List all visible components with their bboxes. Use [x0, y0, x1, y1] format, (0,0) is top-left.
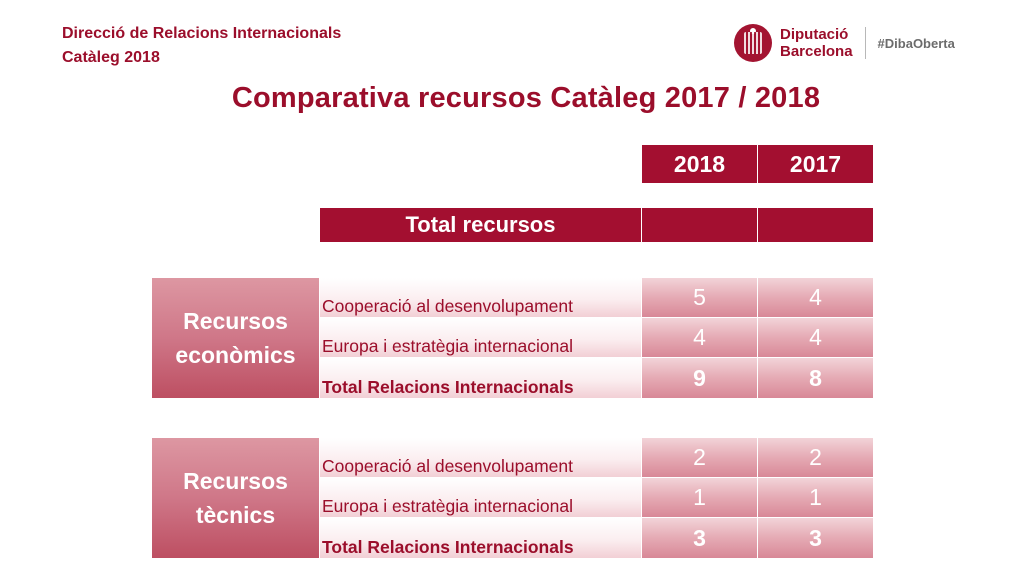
- department-name: Direcció de Relacions Internacionals: [62, 25, 342, 42]
- seal-icon: [734, 24, 772, 62]
- value-2018-total: 9: [642, 358, 757, 398]
- value-2018-total: 3: [642, 518, 757, 558]
- value-2017: 2: [758, 438, 873, 477]
- value-2018: 5: [642, 278, 757, 317]
- page-title: Comparativa recursos Catàleg 2017 / 2018: [231, 82, 821, 114]
- value-2018: 4: [642, 318, 757, 357]
- row-label: Europa i estratègia internacional: [320, 478, 641, 517]
- value-2017: 4: [758, 318, 873, 357]
- total-recursos-label: Total recursos: [320, 208, 641, 242]
- header-text: Direcció de Relacions Internacionals Cat…: [62, 22, 341, 70]
- section-recursos-economics: Recursos econòmics: [152, 278, 319, 398]
- row-label: Europa i estratègia internacional: [320, 318, 641, 357]
- section-recursos-tecnics: Recursos tècnics: [152, 438, 319, 558]
- year-header-2018: 2018: [642, 145, 757, 183]
- catalog-name: Catàleg 2018: [62, 49, 160, 66]
- value-2017-total: 3: [758, 518, 873, 558]
- value-2017: 1: [758, 478, 873, 517]
- hashtag: #DibaOberta: [877, 35, 955, 51]
- total-recursos-2018: [642, 208, 757, 242]
- value-2017-total: 8: [758, 358, 873, 398]
- logo-divider: [864, 27, 866, 59]
- year-header-2017: 2017: [758, 145, 873, 183]
- value-2018: 1: [642, 478, 757, 517]
- total-recursos-2017: [758, 208, 873, 242]
- logo-name: Diputació Barcelona: [780, 26, 853, 60]
- row-label: Cooperació al desenvolupament: [320, 438, 641, 477]
- value-2018: 2: [642, 438, 757, 477]
- value-2017: 4: [758, 278, 873, 317]
- row-label-total: Total Relacions Internacionals: [320, 358, 641, 398]
- diputacio-logo: Diputació Barcelona #DibaOberta: [734, 24, 955, 62]
- row-label: Cooperació al desenvolupament: [320, 278, 641, 317]
- row-label-total: Total Relacions Internacionals: [320, 518, 641, 558]
